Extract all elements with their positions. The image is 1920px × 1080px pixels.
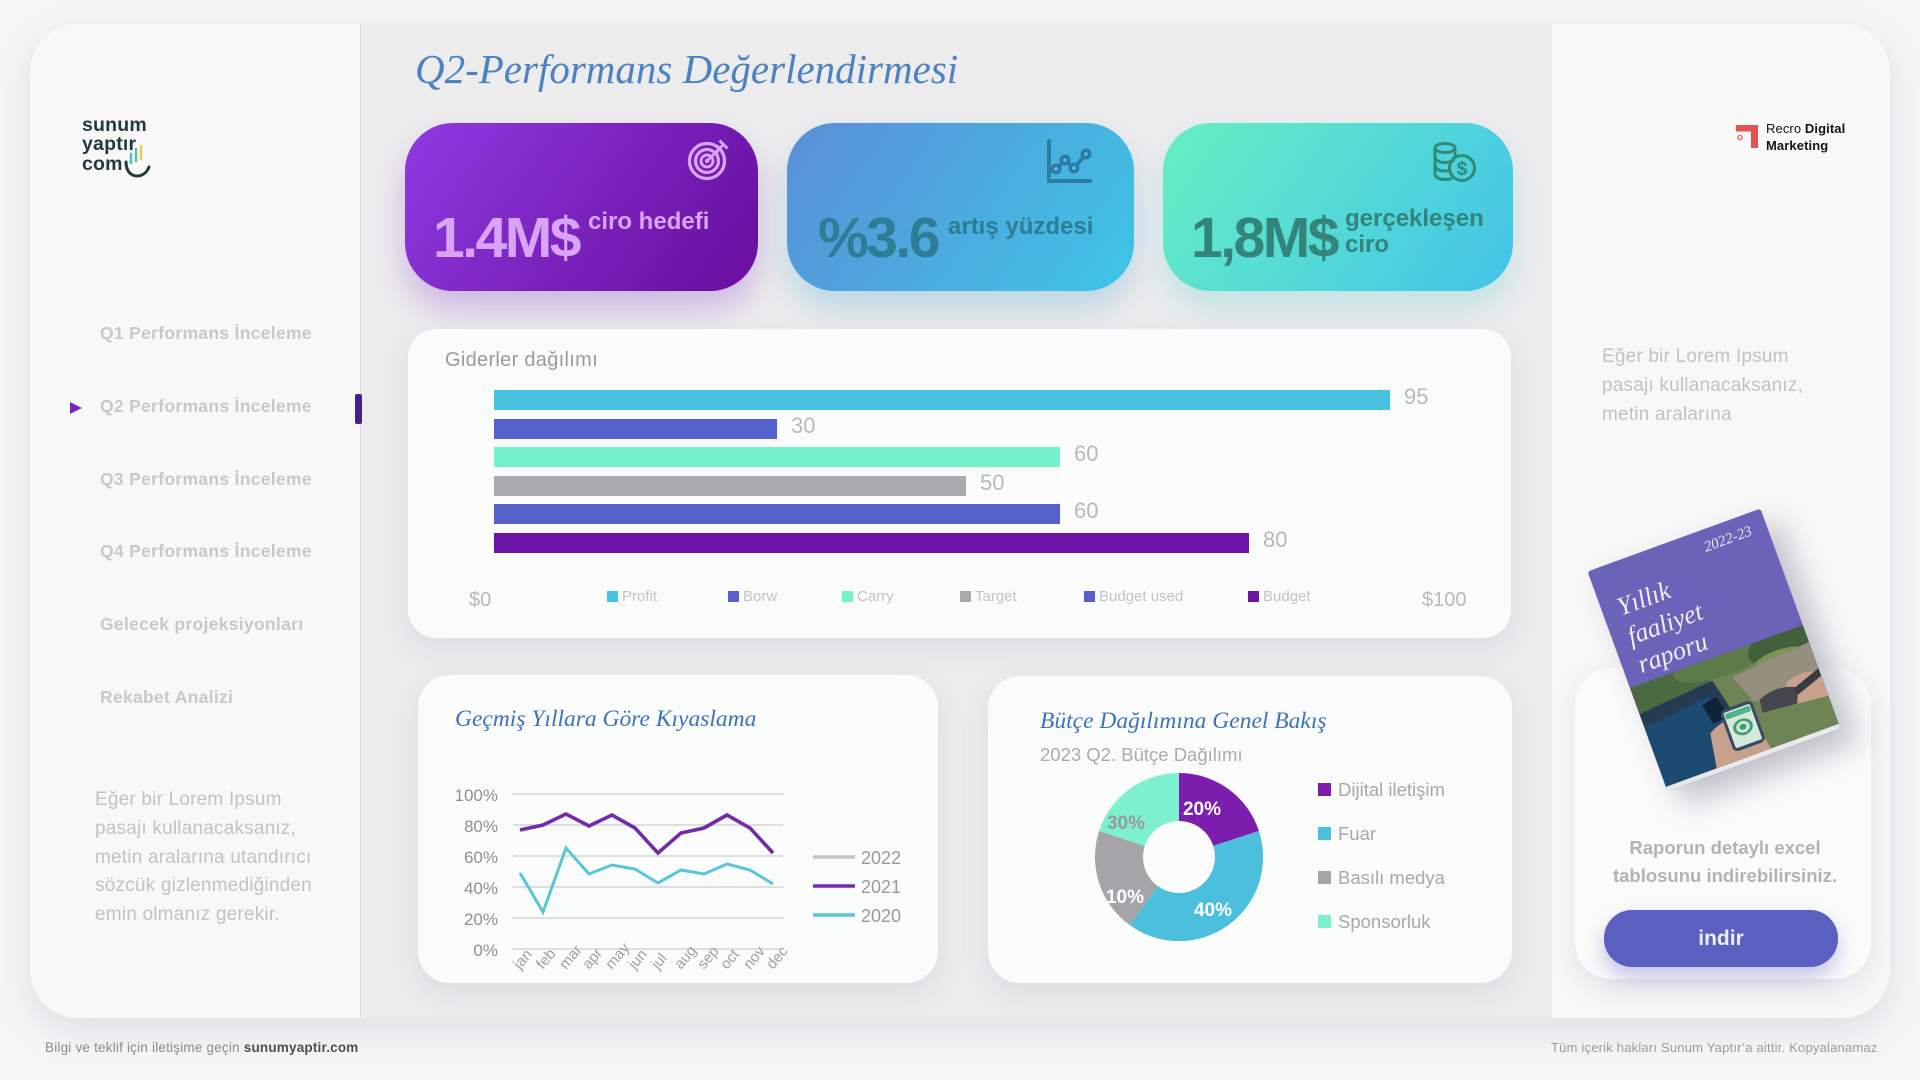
svg-text:Dijital iletişim: Dijital iletişim <box>1338 779 1445 800</box>
svg-text:aug: aug <box>671 942 700 972</box>
svg-text:0%: 0% <box>473 941 498 960</box>
svg-text:40%: 40% <box>1194 900 1232 921</box>
svg-text:Basılı medya: Basılı medya <box>1338 867 1446 888</box>
svg-text:40%: 40% <box>464 879 498 898</box>
svg-text:mar: mar <box>556 942 586 973</box>
svg-text:2020: 2020 <box>861 906 901 926</box>
svg-text:80%: 80% <box>464 817 498 836</box>
svg-text:jan: jan <box>509 946 536 973</box>
svg-text:2021: 2021 <box>861 877 901 897</box>
svg-text:2022: 2022 <box>861 848 901 868</box>
svg-text:nov: nov <box>740 943 769 973</box>
svg-text:$: $ <box>1457 159 1468 180</box>
svg-text:sep: sep <box>694 943 723 972</box>
svg-text:Sponsorluk: Sponsorluk <box>1338 911 1431 932</box>
svg-text:20%: 20% <box>1183 799 1221 820</box>
svg-text:jul: jul <box>647 950 670 973</box>
svg-text:Fuar: Fuar <box>1338 823 1376 844</box>
svg-text:60%: 60% <box>464 848 498 867</box>
svg-text:100%: 100% <box>455 786 498 805</box>
svg-text:30%: 30% <box>1107 813 1145 834</box>
svg-text:dec: dec <box>763 943 792 973</box>
svg-text:10%: 10% <box>1106 887 1144 908</box>
svg-text:20%: 20% <box>464 910 498 929</box>
